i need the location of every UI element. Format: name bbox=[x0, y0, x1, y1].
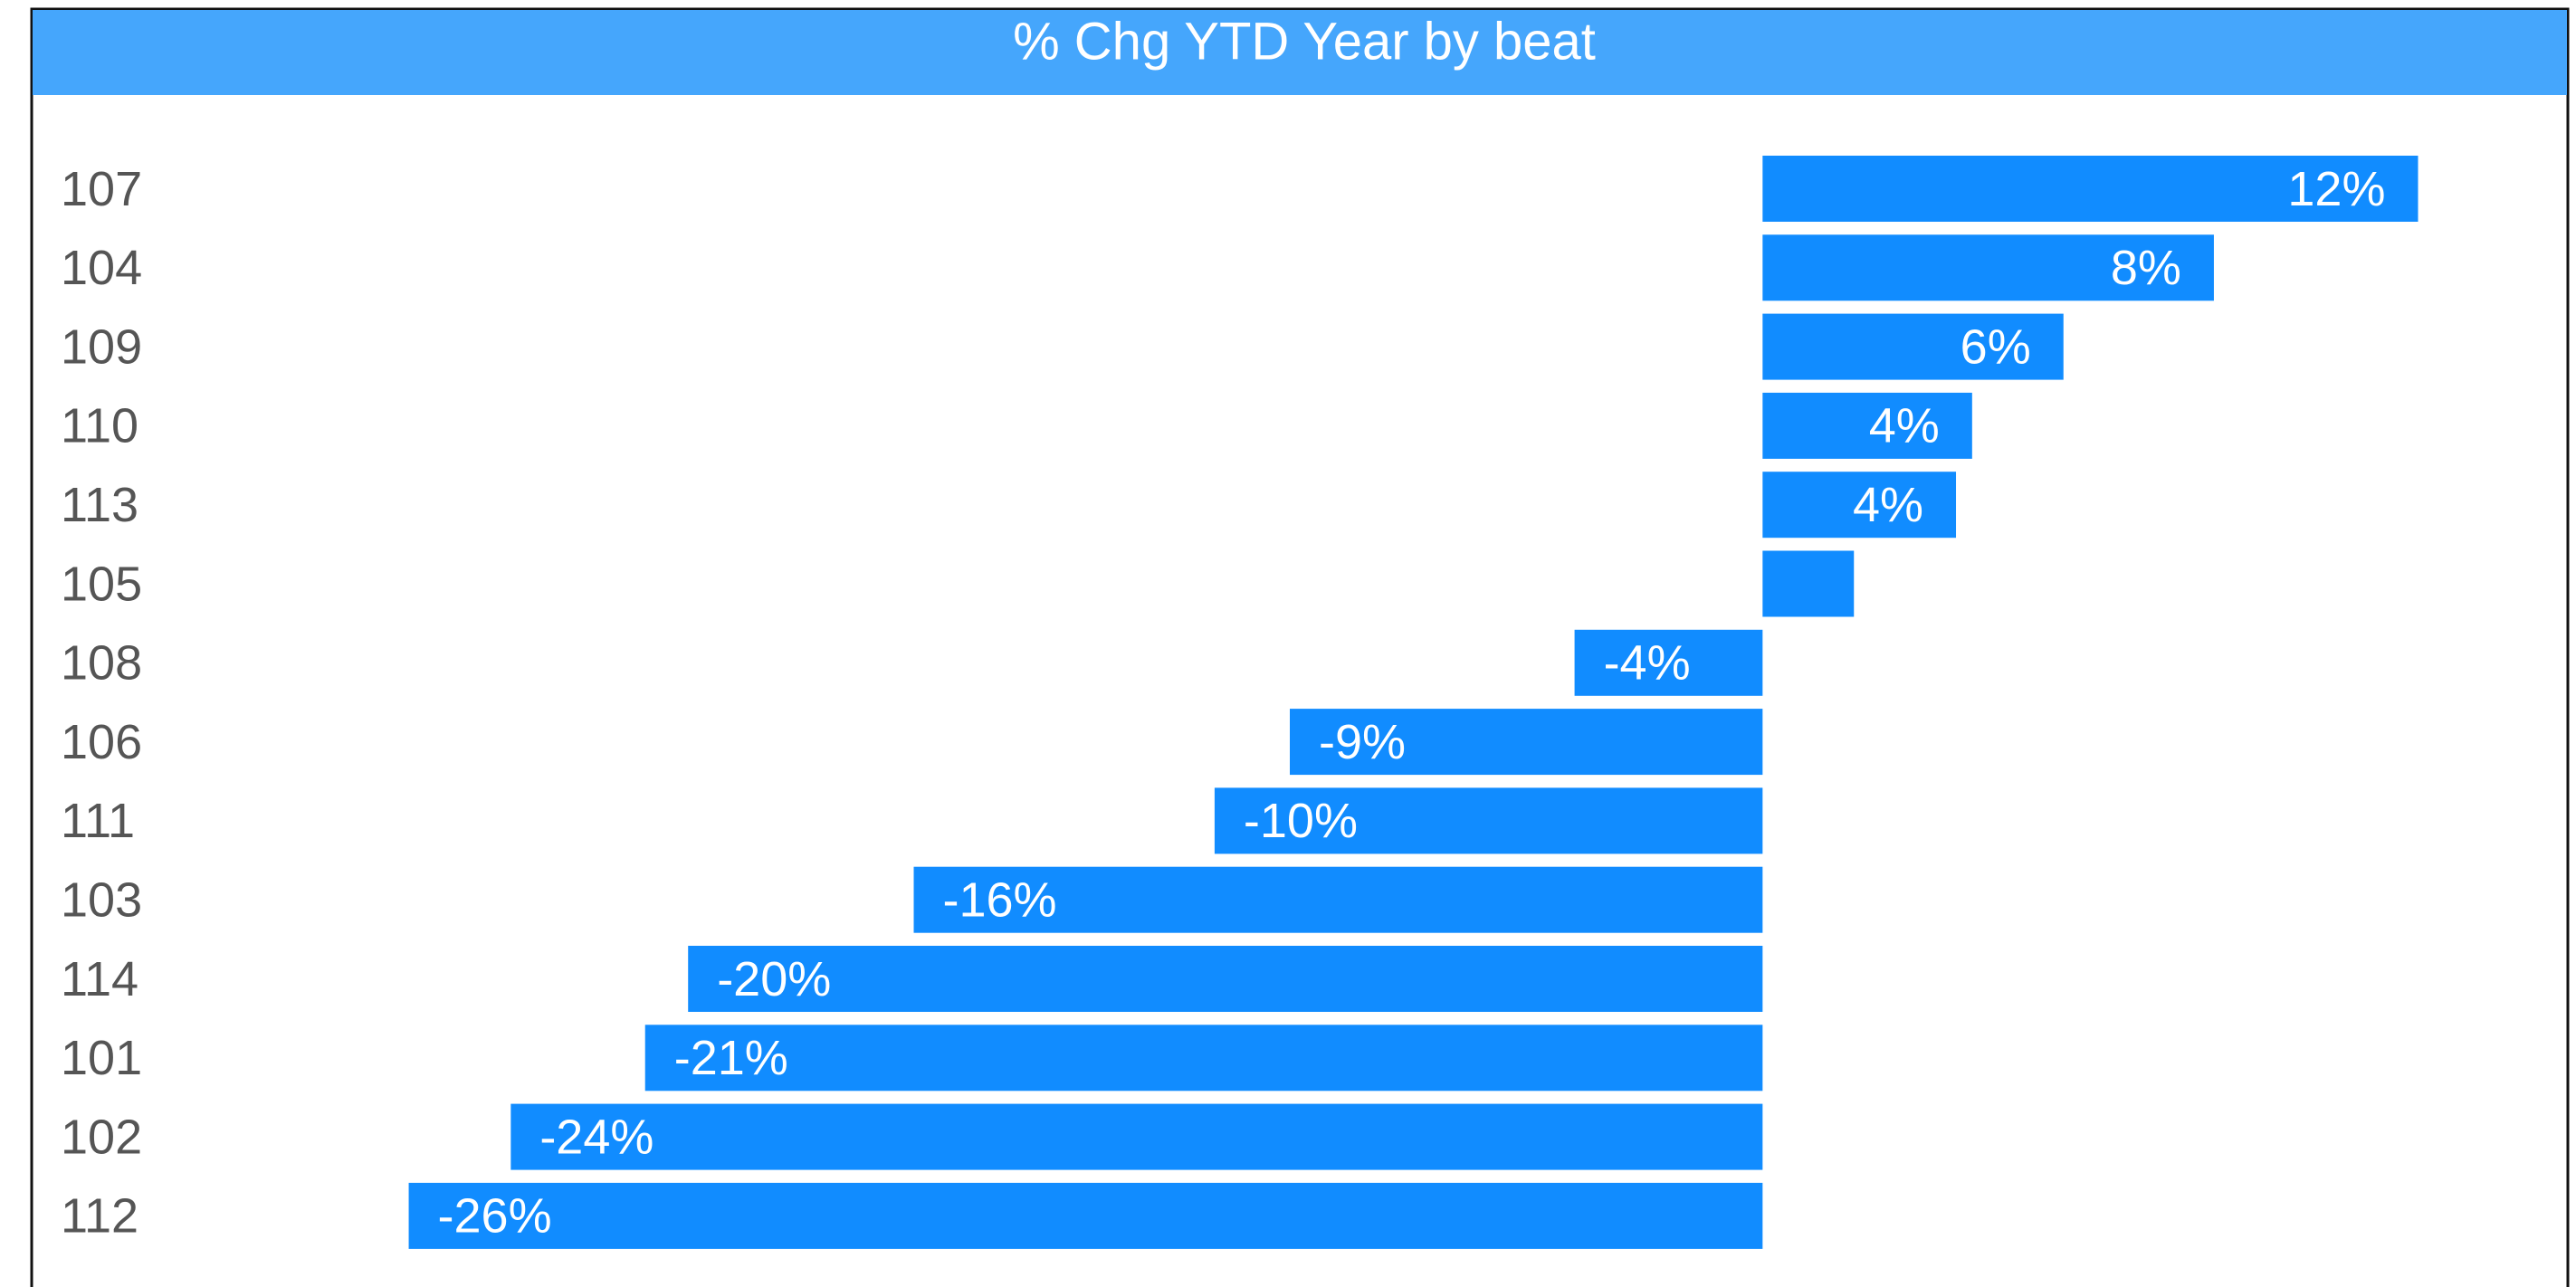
bar bbox=[688, 946, 1763, 1012]
bar bbox=[1762, 550, 1855, 617]
bar bbox=[1574, 629, 1763, 696]
bar bbox=[913, 866, 1763, 933]
value-label: 4% bbox=[1869, 399, 1940, 453]
value-label: -9% bbox=[1319, 715, 1406, 769]
y-tick-label: 105 bbox=[61, 557, 142, 611]
value-label: -24% bbox=[539, 1110, 654, 1164]
bar bbox=[644, 1025, 1763, 1092]
value-label: -16% bbox=[943, 872, 1057, 927]
y-tick-label: 111 bbox=[61, 794, 135, 848]
value-label: 6% bbox=[1961, 319, 2031, 374]
y-tick-label: 103 bbox=[61, 872, 142, 927]
bar bbox=[1762, 313, 2064, 380]
chart-title: % Chg YTD Year by beat bbox=[1013, 12, 1596, 71]
value-label: 8% bbox=[2111, 241, 2181, 295]
y-tick-label: 112 bbox=[61, 1189, 138, 1244]
value-label: -10% bbox=[1244, 794, 1358, 848]
bar bbox=[408, 1182, 1763, 1249]
y-tick-label: 110 bbox=[61, 399, 138, 453]
title-bar bbox=[33, 10, 2567, 95]
value-label: -21% bbox=[674, 1031, 788, 1085]
y-tick-label: 104 bbox=[61, 241, 142, 295]
value-label: -4% bbox=[1604, 636, 1691, 691]
y-tick-label: 109 bbox=[61, 319, 142, 374]
bar bbox=[1289, 709, 1763, 776]
bar bbox=[1762, 234, 2214, 301]
bar bbox=[1762, 472, 1957, 539]
y-tick-label: 102 bbox=[61, 1110, 142, 1164]
y-tick-label: 107 bbox=[61, 162, 142, 216]
bar bbox=[510, 1103, 1763, 1170]
y-tick-label: 114 bbox=[61, 952, 138, 1006]
value-label: 4% bbox=[1853, 478, 1923, 532]
y-tick-label: 106 bbox=[61, 715, 142, 769]
y-tick-label: 101 bbox=[61, 1031, 142, 1085]
y-tick-label: 108 bbox=[61, 636, 142, 691]
value-label: -26% bbox=[438, 1189, 552, 1244]
value-label: 12% bbox=[2287, 162, 2385, 216]
y-tick-label: 113 bbox=[61, 478, 138, 532]
bar bbox=[1762, 392, 1972, 459]
value-label: -20% bbox=[717, 952, 831, 1006]
bar bbox=[1762, 156, 2419, 222]
bar bbox=[1214, 787, 1763, 854]
